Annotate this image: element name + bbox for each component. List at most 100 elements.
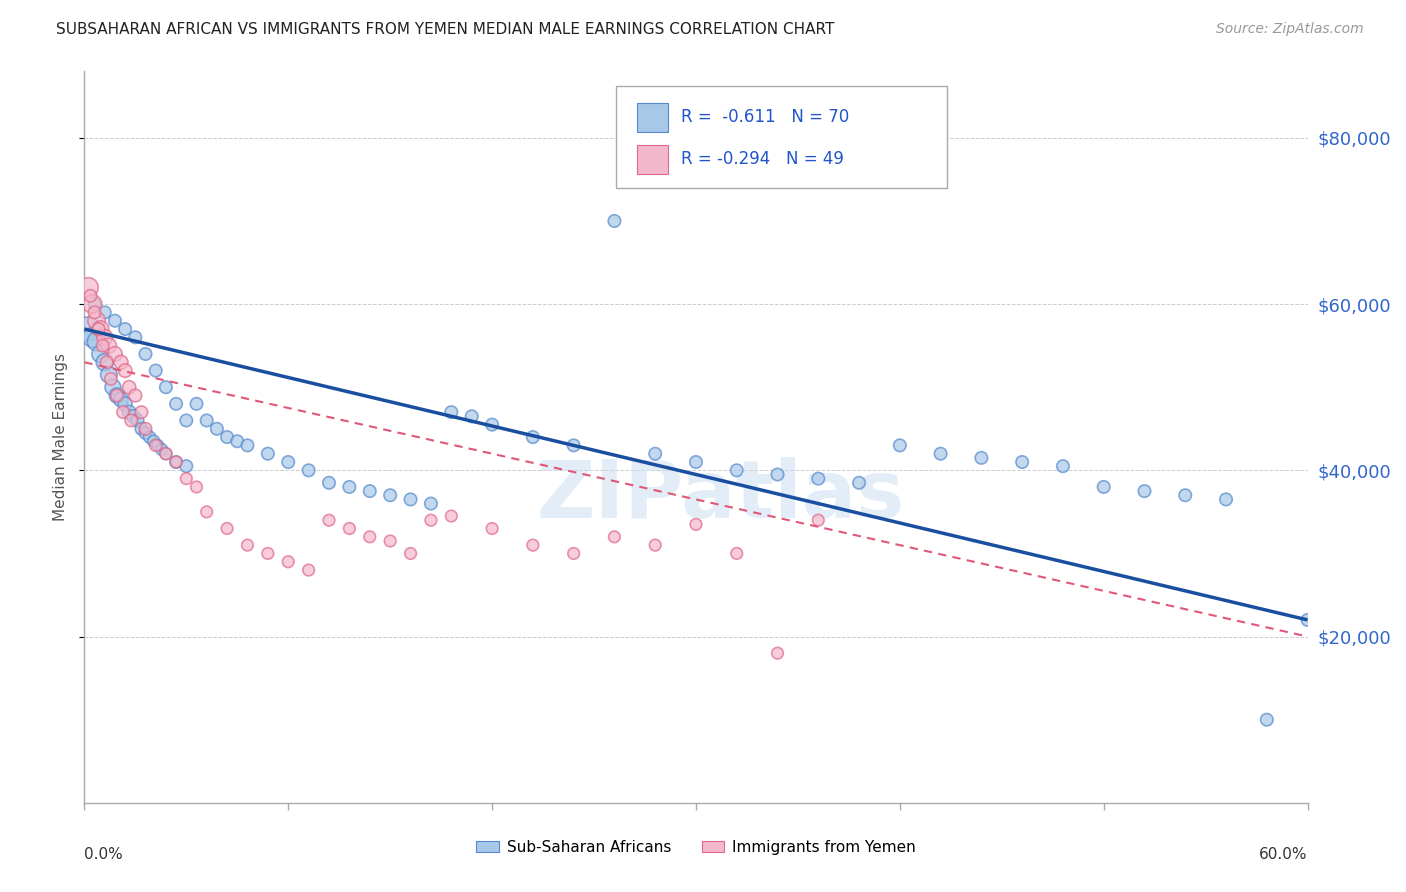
Point [127,413,149,427]
Point [101,380,124,394]
Text: 60.0%: 60.0% [1260,847,1308,862]
Point [603,214,626,228]
Point [807,513,830,527]
Point [725,463,748,477]
Point [90,322,112,336]
Point [124,330,146,344]
Point [205,422,228,436]
Point [889,438,911,452]
Legend: Sub-Saharan Africans, Immigrants from Yemen: Sub-Saharan Africans, Immigrants from Ye… [470,834,922,861]
Point [97,338,120,352]
Point [257,546,280,560]
Point [359,484,381,499]
Point [1052,459,1074,474]
Point [522,538,544,552]
Point [146,438,169,452]
Point [644,538,666,552]
Point [766,467,789,482]
Point [318,513,340,527]
Text: R = -0.294   N = 49: R = -0.294 N = 49 [682,150,844,168]
Point [1092,480,1115,494]
Text: Source: ZipAtlas.com: Source: ZipAtlas.com [1216,22,1364,37]
Point [135,347,157,361]
Point [522,430,544,444]
Point [257,447,280,461]
Text: R =  -0.611   N = 70: R = -0.611 N = 70 [682,109,849,127]
Point [195,413,218,427]
Point [1296,613,1319,627]
Point [440,405,463,419]
Point [562,546,585,560]
Point [91,338,114,352]
Point [86,314,108,328]
Point [104,314,127,328]
Point [145,438,167,452]
Point [155,380,177,394]
Point [122,409,145,424]
Point [848,475,870,490]
Point [277,455,299,469]
Point [359,530,381,544]
Point [217,521,239,535]
Point [110,392,132,407]
Point [186,480,208,494]
Point [1011,455,1033,469]
Point [339,521,361,535]
Point [165,397,187,411]
Point [174,472,197,486]
Point [105,388,128,402]
Point [93,305,115,319]
Point [131,422,153,436]
Point [110,355,132,369]
Point [105,388,128,402]
Point [807,472,830,486]
Point [420,513,443,527]
Point [142,434,165,449]
Point [277,555,299,569]
Point [138,430,160,444]
Point [195,505,218,519]
Point [118,405,141,419]
Point [318,475,340,490]
Point [77,322,100,336]
Point [150,442,173,457]
Point [174,413,197,427]
Point [1215,492,1237,507]
Point [93,355,115,369]
Point [725,546,748,560]
Point [114,363,136,377]
Point [929,447,952,461]
Point [380,533,402,548]
Point [644,447,666,461]
Point [77,280,100,294]
Point [236,538,259,552]
Point [339,480,361,494]
Point [186,397,208,411]
Point [685,517,707,532]
Point [83,297,105,311]
Point [236,438,259,452]
Text: ZIPatlas: ZIPatlas [536,457,904,534]
Point [298,563,321,577]
Point [114,322,136,336]
Point [155,447,177,461]
Point [100,372,122,386]
Point [135,425,157,440]
Point [145,363,167,377]
Point [82,297,104,311]
Point [685,455,707,469]
Point [440,509,463,524]
Point [104,347,127,361]
Point [120,413,142,427]
Point [90,347,112,361]
Point [1256,713,1278,727]
FancyBboxPatch shape [637,145,668,174]
Text: 0.0%: 0.0% [84,847,124,862]
Point [970,450,993,465]
Point [87,322,110,336]
Point [226,434,249,449]
Point [93,330,115,344]
Point [174,459,197,474]
Point [82,330,104,344]
Point [86,334,108,349]
